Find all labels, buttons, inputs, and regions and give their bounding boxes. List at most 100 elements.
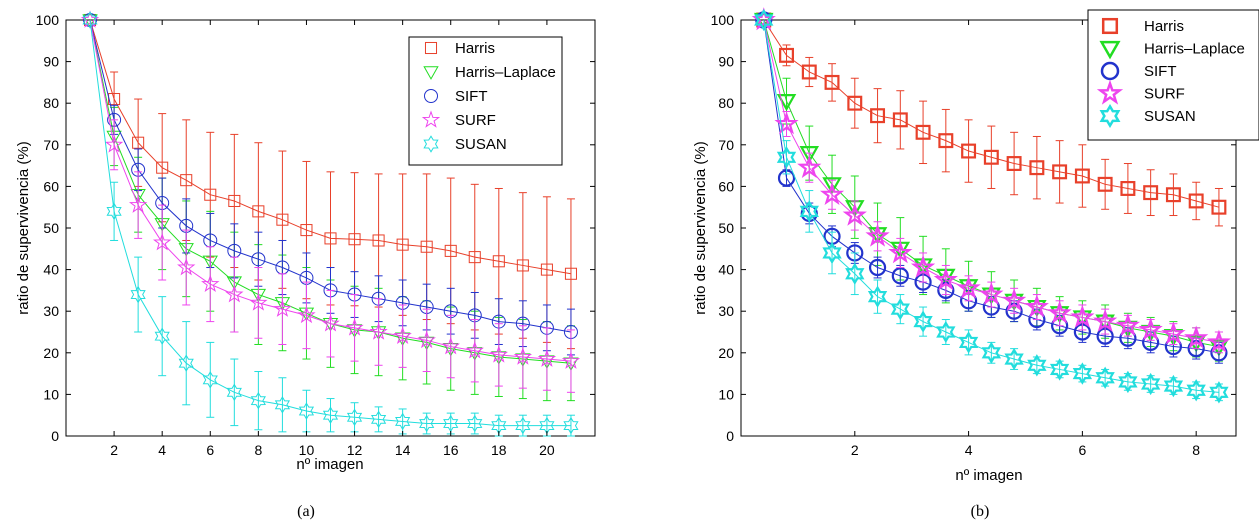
data-point [273,299,292,317]
data-point [1052,164,1068,180]
y-tick-label-b: 100 [711,12,735,28]
legend-b: Harris Harris–Laplace SIFT SURF SUSAN [1087,9,1259,141]
data-point [515,416,531,435]
x-tick-label-a: 2 [110,442,118,458]
data-point [956,275,981,299]
legend-marker [1099,40,1121,60]
series-line [89,19,571,427]
data-point [1118,370,1138,394]
data-point [465,341,484,359]
data-point [441,336,460,355]
data-point [250,391,266,410]
data-point [979,281,1004,305]
data-point [128,195,148,213]
legend-marker [1100,61,1120,81]
data-point [847,95,863,111]
data-point [983,149,999,165]
data-point [1074,168,1090,184]
data-point [513,347,533,365]
legend-entry: Harris [455,40,495,57]
legend-a: Harris Harris–Laplace SIFT SURF SUSAN [408,36,563,166]
legend-entry: SIFT [455,88,488,105]
data-point [915,124,931,140]
x-tick-label-a: 10 [299,442,315,458]
data-point [420,240,433,253]
y-tick-label-b: 10 [718,386,734,402]
y-tick-label-a: 40 [43,262,59,278]
data-point [958,331,979,354]
x-tick-label-a: 16 [443,442,459,458]
data-point [372,234,385,247]
data-point [890,297,910,321]
legend-marker [423,66,439,80]
legend-marker [1101,17,1119,35]
data-point [417,330,436,349]
data-point [1029,160,1045,176]
data-point [1049,358,1070,381]
legend-entry: Harris–Laplace [455,64,556,81]
data-point [1165,187,1181,203]
legend-marker [423,135,439,153]
series-a-4 [82,11,579,437]
data-point [83,13,98,27]
x-tick-label-a: 18 [491,442,507,458]
data-point [201,274,220,292]
data-point [933,267,958,291]
data-point [516,259,529,272]
legend-marker [1099,103,1121,129]
data-point [754,8,774,32]
y-tick-label-b: 0 [726,428,734,444]
chart-panel-a: 0 10 20 30 40 50 60 70 80 90 100 2 4 6 8 10 12 14 16 18 20 n… [15,10,596,520]
data-point [799,146,820,164]
y-tick-label-b: 20 [718,345,734,361]
data-point [345,318,364,336]
data-point [824,74,840,90]
y-tick-label-b: 40 [718,262,734,278]
data-point [369,322,388,340]
x-tick-label-a: 8 [254,442,262,458]
x-tick-label-b: 4 [965,442,973,458]
y-tick-label-b: 70 [718,137,734,153]
panel-caption-b: (b) [971,503,990,520]
data-point [868,258,887,277]
data-point [867,285,888,308]
x-axis-label-b: nº imagen [955,467,1022,484]
data-point [936,320,956,344]
data-point [819,182,845,206]
data-point [910,254,936,278]
series-a-3 [80,10,581,393]
data-point [154,327,170,345]
tick-layer-b: 0 10 20 30 40 50 60 70 80 90 100 2 4 6 8 [711,12,1236,458]
data-point [276,213,289,226]
y-tick-label-b: 60 [718,178,734,194]
data-point [1206,329,1232,353]
data-point [1188,193,1204,209]
data-point [1211,199,1227,215]
data-point [1143,185,1159,201]
legend-entry: Harris–Laplace [1144,41,1245,58]
data-point [152,232,172,251]
data-point [845,262,865,285]
data-point [537,349,557,367]
data-point [1209,381,1229,404]
data-point [1095,366,1115,389]
legend-entry: SUSAN [1144,108,1196,125]
x-tick-label-a: 14 [395,442,411,458]
y-tick-label-b: 30 [718,303,734,319]
data-point [252,205,265,218]
data-point [1070,304,1095,328]
data-point [822,177,842,195]
data-point [1072,362,1093,385]
data-point [1161,321,1186,345]
data-point [797,154,822,178]
series-b-3 [751,7,1232,354]
data-point [1163,374,1184,398]
data-point [1184,325,1209,349]
data-point [106,202,122,221]
y-tick-label-a: 10 [43,386,59,402]
data-point [1093,308,1118,332]
data-point [1140,372,1161,396]
data-point [297,305,316,324]
data-point [1138,317,1163,341]
